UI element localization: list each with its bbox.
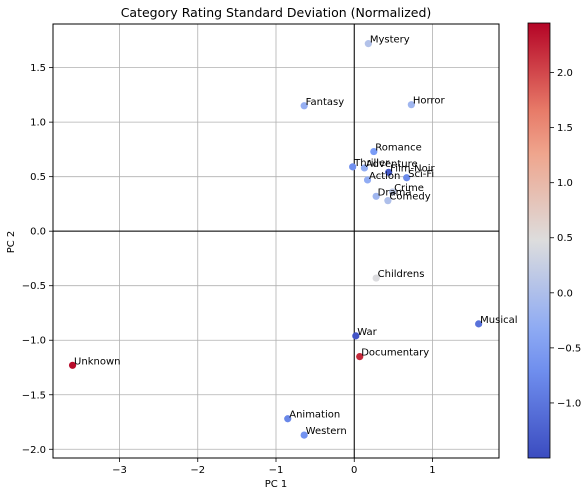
data-point: [352, 332, 360, 340]
y-tick-label: 0.0: [30, 227, 46, 238]
colorbar-tick-label: 1.5: [557, 123, 573, 134]
point-label: Comedy: [389, 192, 430, 203]
point-label: Romance: [375, 143, 421, 154]
point-label: Action: [369, 171, 400, 182]
axes: −3 −2 −1 0 1 −2.0 −1.5 −1.0 −0.5 0.0 0.5 1.0 1.5: [22, 23, 500, 476]
x-tick-label: −3: [112, 465, 127, 476]
colorbar-tick-label: 1.0: [557, 178, 573, 189]
data-point: [300, 431, 308, 439]
data-point: [407, 101, 415, 109]
point-label: Horror: [413, 96, 446, 107]
data-points: [68, 40, 483, 439]
data-point: [364, 40, 372, 48]
y-axis-label: PC 2: [6, 231, 17, 254]
colorbar: −1.0 −0.5 0.0 0.5 1.0 1.5 2.0: [527, 22, 581, 459]
x-axis-label: PC 1: [265, 479, 288, 490]
colorbar-tick-label: −0.5: [557, 343, 581, 354]
chart-title: Category Rating Standard Deviation (Norm…: [121, 5, 432, 20]
data-point: [370, 147, 378, 156]
colorbar-tick-label: 2.0: [557, 68, 573, 79]
point-label: Unknown: [74, 356, 120, 367]
point-label: Crime: [394, 183, 424, 194]
x-tick-label: −1: [269, 465, 284, 476]
grid-lines: [53, 24, 499, 458]
data-point: [284, 415, 292, 423]
data-point: [384, 197, 392, 205]
point-label: Adventure: [366, 159, 418, 170]
point-label: Animation: [289, 410, 340, 421]
point-labels: Mystery Fantasy Horror Romance ThrillerAdven…: [74, 35, 517, 437]
data-point: [68, 361, 77, 369]
point-label: Drama: [378, 187, 412, 198]
point-label: Film-Noir: [390, 163, 435, 174]
colorbar-tick-label: 0.5: [557, 233, 573, 244]
y-tick-label: 0.5: [30, 172, 46, 183]
data-point: [403, 174, 411, 182]
data-point: [356, 352, 364, 361]
y-tick-label: −1.0: [22, 336, 46, 347]
data-point: [372, 274, 380, 282]
y-tick-label: −1.5: [22, 390, 46, 401]
data-point: [372, 192, 380, 200]
point-label: Childrens: [378, 269, 425, 280]
y-tick-label: −0.5: [22, 281, 46, 292]
point-label: Western: [306, 426, 347, 437]
colorbar-gradient: [527, 22, 551, 459]
data-point: [349, 163, 357, 171]
colorbar-tick-label: 0.0: [557, 288, 573, 299]
point-label: Fantasy: [306, 97, 345, 108]
point-label: Documentary: [361, 348, 429, 359]
data-point: [385, 168, 393, 176]
data-point: [360, 164, 369, 172]
point-label: Sci-Fi: [408, 169, 434, 180]
colorbar-tick-label: −1.0: [557, 398, 581, 409]
point-label: Thriller: [353, 158, 390, 169]
y-tick-label: 1.5: [30, 63, 46, 74]
y-tick-label: −2.0: [22, 445, 46, 456]
reference-lines: [53, 24, 499, 458]
data-point: [475, 320, 483, 328]
x-tick-label: 1: [429, 465, 435, 476]
data-point: [363, 176, 372, 184]
point-label: War: [357, 327, 377, 338]
data-point: [388, 188, 397, 196]
data-point: [300, 102, 308, 110]
y-tick-label: 1.0: [30, 118, 46, 129]
plot-frame: [52, 23, 500, 459]
x-tick-label: −2: [190, 465, 205, 476]
point-label: Mystery: [370, 35, 410, 46]
x-tick-label: 0: [351, 465, 357, 476]
